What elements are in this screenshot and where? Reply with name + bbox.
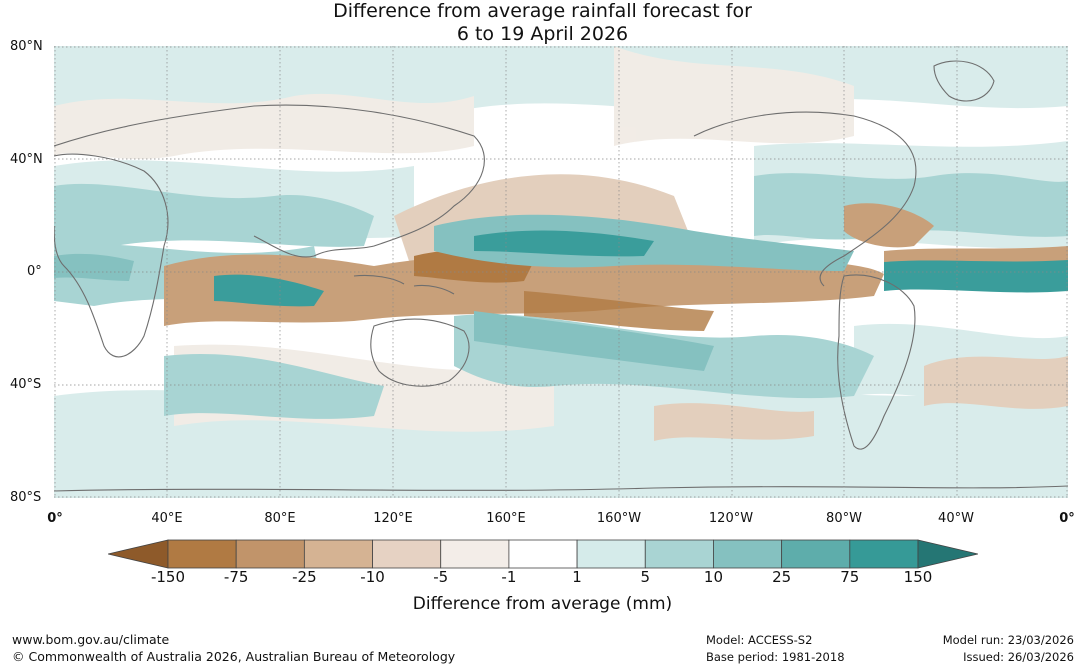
colorbar-tick-label: 150	[903, 568, 933, 586]
colorbar-tick-label: 5	[640, 568, 651, 586]
footer-dates: Model run: 23/03/2026 Issued: 26/03/2026	[943, 632, 1074, 666]
lat-label-80s: 80°S	[10, 490, 42, 505]
colorbar-tick-label: 25	[772, 568, 792, 586]
colorbar	[107, 539, 979, 569]
footer-left: www.bom.gov.au/climate © Commonwealth of…	[12, 631, 455, 665]
lon-label-80w: 80°W	[826, 511, 862, 526]
colorbar-tick-label: -75	[223, 568, 249, 586]
coastlines	[54, 60, 1068, 492]
base-period: Base period: 1981-2018	[706, 650, 845, 664]
graticule	[54, 46, 1068, 498]
colorbar-cell	[372, 539, 442, 569]
lat-label-40s: 40°S	[10, 377, 42, 392]
colorbar-tick-label: -150	[150, 568, 186, 586]
rainfall-anomaly-map	[54, 46, 1068, 498]
map-title: Difference from average rainfall forecas…	[0, 0, 1085, 46]
colorbar-cell	[303, 539, 373, 569]
colorbar-cell	[508, 539, 578, 569]
model-name: Model: ACCESS-S2	[706, 633, 813, 647]
colorbar-arrow-dry	[107, 539, 169, 569]
lon-label-160e: 160°E	[486, 511, 526, 526]
lon-label-0-left: 0°	[47, 511, 63, 526]
lon-label-120e: 120°E	[373, 511, 413, 526]
colorbar-tick-label: -25	[292, 568, 317, 586]
colorbar-tick-label: 75	[840, 568, 860, 586]
colorbar-legend	[107, 537, 979, 571]
colorbar-cell	[644, 539, 714, 569]
lon-label-0-right: 0°	[1059, 511, 1075, 526]
colorbar-cell	[781, 539, 851, 569]
colorbar-tick-label: -5	[433, 568, 449, 586]
lon-label-160w: 160°W	[596, 511, 642, 526]
website-link[interactable]: www.bom.gov.au/climate	[12, 632, 170, 647]
lon-label-80e: 80°E	[264, 511, 296, 526]
copyright-text: © Commonwealth of Australia 2026, Austra…	[12, 649, 456, 664]
lat-label-40n: 40°N	[10, 152, 43, 167]
lon-label-40e: 40°E	[151, 511, 183, 526]
colorbar-tick-label: -10	[360, 568, 385, 586]
lon-label-40w: 40°W	[938, 511, 974, 526]
colorbar-tick-label: 1	[572, 568, 582, 586]
model-run-date: Model run: 23/03/2026	[942, 633, 1074, 647]
lon-label-120w: 120°W	[708, 511, 754, 526]
title-line-1: Difference from average rainfall forecas…	[333, 0, 752, 22]
lat-label-80n: 80°N	[10, 39, 43, 54]
legend-title: Difference from average (mm)	[412, 594, 673, 614]
colorbar-tick-label: 10	[703, 568, 723, 586]
colorbar-tick-label: -1	[501, 568, 517, 586]
footer-model-info: Model: ACCESS-S2 Base period: 1981-2018	[706, 632, 845, 666]
issued-date: Issued: 26/03/2026	[963, 650, 1074, 664]
colorbar-arrow-wet	[917, 539, 979, 569]
lat-label-equator: 0°	[27, 264, 42, 279]
colorbar-cell	[167, 539, 237, 569]
colorbar-cell	[235, 539, 305, 569]
title-line-2: 6 to 19 April 2026	[456, 23, 629, 45]
colorbar-cell	[576, 539, 646, 569]
colorbar-cell	[849, 539, 919, 569]
colorbar-cell	[440, 539, 510, 569]
map-canvas	[54, 46, 1068, 498]
colorbar-cell	[713, 539, 783, 569]
